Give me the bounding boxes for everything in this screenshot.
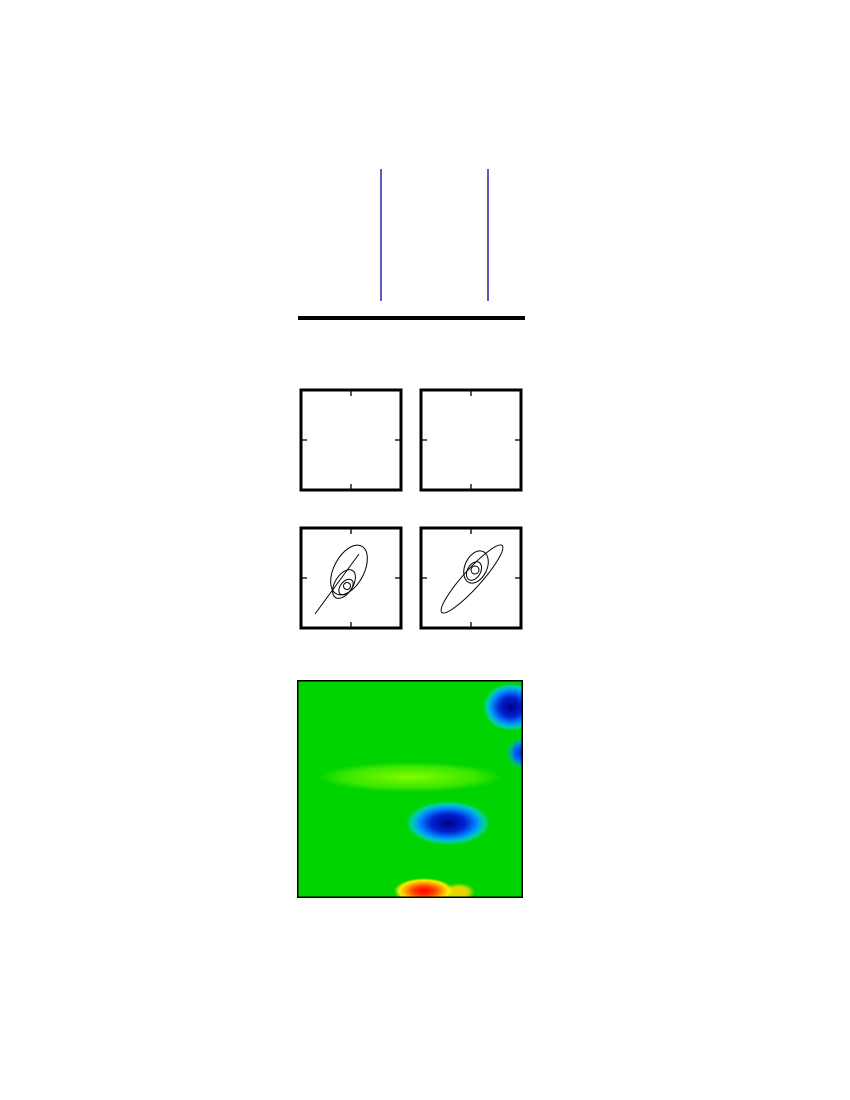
contour-label-layer (297, 680, 523, 898)
error-surface-contour-plot (297, 680, 523, 898)
box-ticks (301, 390, 401, 490)
particle-motion-box-corrected (419, 526, 523, 630)
particle-motion-box-uncorrected (299, 526, 403, 630)
particle-motion-figure (440, 544, 504, 614)
particle-motion-figure (314, 544, 368, 615)
box-ticks (421, 390, 521, 490)
waveform-compare-box-right (419, 388, 523, 492)
waveform-compare-box-left (299, 388, 403, 492)
contour-color-regions (318, 683, 523, 898)
contour-frame (297, 680, 523, 898)
waveform-traces-plot (380, 169, 489, 301)
time-axis-line (298, 316, 525, 320)
